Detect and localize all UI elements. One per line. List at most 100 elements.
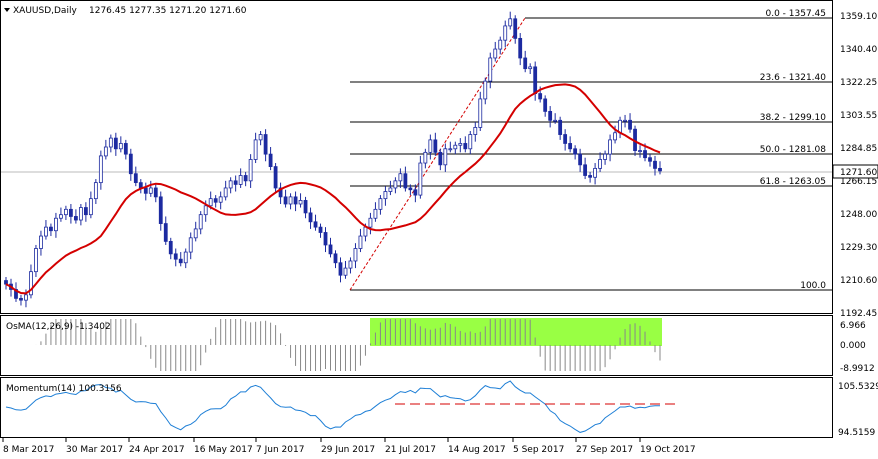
price-tick: 1248.00 (840, 210, 877, 220)
candle-body (288, 196, 293, 205)
candle-body (24, 294, 28, 301)
candle-body (653, 160, 657, 169)
candle-body (73, 216, 78, 221)
candle-body (413, 189, 418, 196)
fib-trendline[interactable] (349, 17, 526, 291)
candle-body (458, 143, 463, 146)
candle-body (383, 191, 388, 200)
candle-body (59, 214, 63, 219)
candle-body (253, 139, 258, 160)
candle-body (448, 148, 453, 151)
candle-body (598, 159, 602, 169)
candle-body (658, 167, 662, 172)
osma-label: OsMA(12,26,9) -1.3402 (6, 322, 111, 332)
candle-body (628, 119, 632, 130)
candle-body (218, 196, 223, 203)
candle-body (443, 148, 448, 166)
candle-body (163, 223, 168, 242)
candle-body (183, 251, 188, 264)
candle-body (83, 207, 88, 216)
candle-body (133, 173, 138, 184)
candle-body (153, 187, 158, 198)
fibonacci-levels[interactable]: 0.0 - 1357.45 23.6 - 1321.40 38.2 - 1299… (350, 9, 832, 291)
candle-body (563, 134, 568, 144)
date-tick: 16 May 2017 (194, 445, 253, 455)
candle-body (438, 151, 443, 166)
candle-body (268, 153, 273, 167)
price-tick: 1284.85 (840, 144, 877, 154)
symbol-label: XAUUSD,Daily (13, 6, 77, 16)
fib-label-100: 100.0 (800, 281, 826, 291)
candle-body (473, 127, 478, 135)
date-tick: 14 Aug 2017 (448, 445, 506, 455)
current-price-value: 1271.60 (840, 168, 877, 178)
candle-body (103, 146, 108, 157)
dropdown-triangle-icon[interactable] (4, 8, 10, 12)
candle-body (418, 162, 423, 196)
candle-body (493, 48, 498, 59)
candle-body (483, 80, 488, 100)
price-tick: 1192.45 (840, 309, 877, 319)
candle-body (168, 240, 173, 255)
price-tick: 1359.10 (840, 12, 877, 22)
candle-body (328, 244, 333, 255)
candle-body (138, 182, 143, 189)
candle-body (488, 57, 493, 82)
candle-body (608, 139, 612, 155)
candle-body (54, 217, 58, 232)
candle-body (333, 253, 338, 264)
candle-body (468, 134, 473, 150)
candle-body (523, 57, 528, 70)
fib-label-0: 0.0 - 1357.45 (766, 9, 827, 19)
candle-body (303, 200, 308, 214)
candle-body (29, 271, 33, 296)
candle-body (503, 25, 508, 41)
date-tick: 27 Sep 2017 (576, 445, 633, 455)
date-axis: 8 Mar 2017 30 Mar 2017 24 Apr 2017 16 Ma… (2, 438, 696, 455)
momentum-tick: 105.5329 (838, 382, 878, 392)
candle-body (298, 200, 303, 205)
candle-body (343, 267, 348, 276)
candle-body (338, 262, 343, 276)
candle-body (463, 143, 468, 150)
price-tick: 1303.55 (840, 111, 877, 121)
candle-body (393, 180, 398, 189)
candle-body (293, 196, 298, 205)
candle-body (238, 175, 243, 185)
candle-body (248, 159, 253, 182)
candle-body (518, 37, 523, 59)
candle-body (233, 180, 238, 185)
candle-body (19, 297, 23, 301)
momentum-label: Momentum(14) 100.3156 (6, 384, 122, 394)
candle-body (128, 153, 133, 175)
candle-body (223, 187, 228, 198)
candle-body (398, 173, 403, 182)
fib-label-61-8: 61.8 - 1263.05 (760, 177, 826, 187)
candle-body (613, 132, 617, 141)
main-pane-frame (0, 0, 833, 314)
candle-body (368, 217, 373, 228)
osma-histogram (35, 319, 661, 371)
candle-body (553, 119, 558, 122)
date-tick: 24 Apr 2017 (129, 445, 185, 455)
candle-body (313, 221, 318, 228)
candle-body (638, 150, 642, 152)
candle-body (348, 260, 353, 269)
candle-body (578, 153, 583, 166)
candle-body (113, 137, 118, 150)
candle-body (363, 226, 368, 237)
candle-body (88, 198, 93, 216)
candle-body (198, 214, 203, 230)
candle-body (193, 228, 198, 239)
candle-body (158, 196, 163, 224)
fib-label-23-6: 23.6 - 1321.40 (760, 73, 826, 83)
candle-body (49, 226, 53, 232)
candle-body (358, 235, 363, 249)
candle-body (588, 175, 593, 178)
candle-body (568, 143, 573, 150)
candle-body (593, 167, 597, 178)
candle-body (533, 66, 538, 94)
osma-highlight (370, 318, 662, 346)
candle-body (118, 143, 123, 150)
